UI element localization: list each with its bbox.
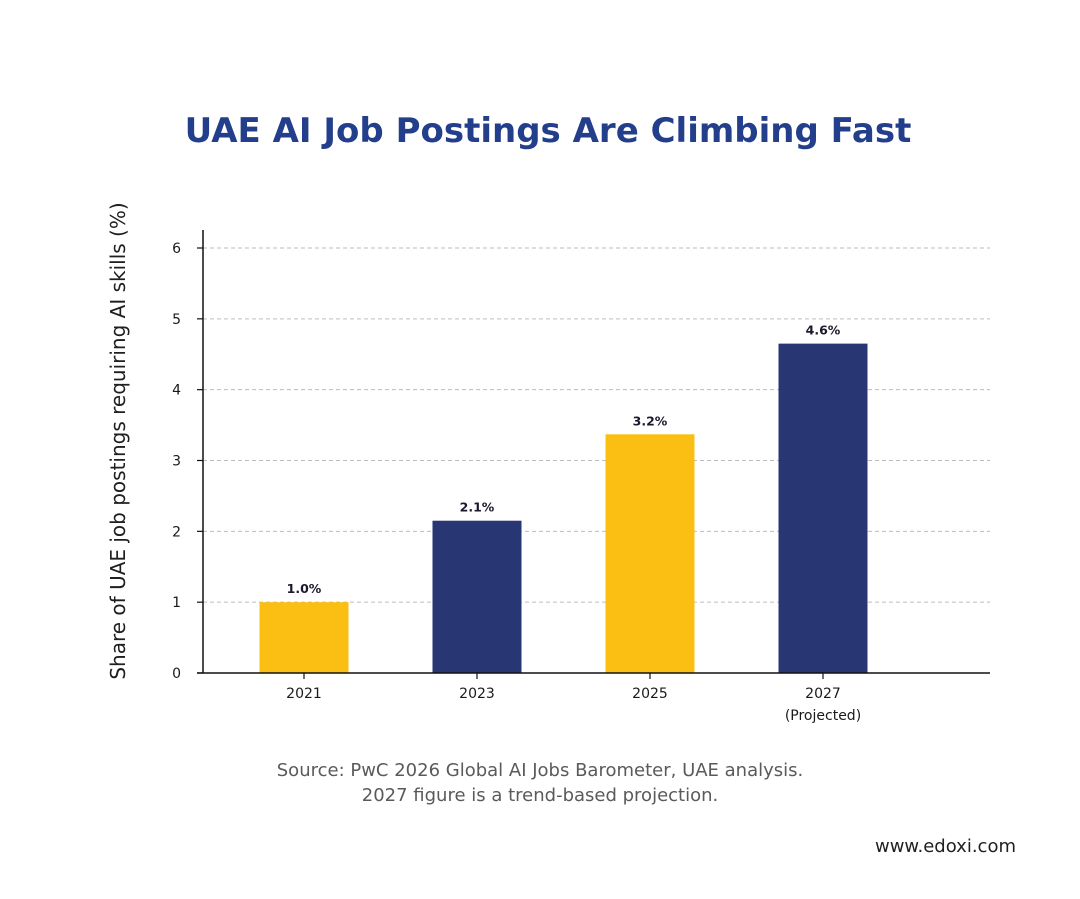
x-tick-sublabel-2027: (Projected): [785, 708, 861, 724]
y-tick-label-6: 6: [172, 241, 181, 257]
y-tick-label-2: 2: [172, 524, 181, 540]
y-tick-label-4: 4: [172, 383, 181, 399]
x-axis-ticks: 2021 2023 2025 2027 (Projected): [286, 673, 861, 724]
bar-2023: [432, 520, 522, 673]
x-tick-label-2021: 2021: [286, 686, 322, 702]
source-note-line1: Source: PwC 2026 Global AI Jobs Baromete…: [277, 760, 804, 781]
chart-title: UAE AI Job Postings Are Climbing Fast: [185, 111, 912, 151]
bar-2027: [778, 343, 868, 673]
data-label-2027: 4.6%: [806, 323, 841, 338]
y-axis-label: Share of UAE job postings requiring AI s…: [106, 202, 130, 679]
data-labels: 1.0% 2.1% 3.2% 4.6%: [287, 323, 841, 597]
x-tick-label-2027: 2027: [805, 686, 841, 702]
y-tick-label-5: 5: [172, 312, 181, 328]
gridlines: [203, 247, 990, 603]
y-axis-ticks: 0 1 2 3 4 5 6: [172, 241, 203, 682]
data-label-2021: 1.0%: [287, 581, 322, 596]
x-tick-label-2023: 2023: [459, 686, 495, 702]
website-url: www.edoxi.com: [875, 836, 1016, 857]
x-tick-label-2025: 2025: [632, 686, 668, 702]
y-tick-label-1: 1: [172, 595, 181, 611]
data-label-2023: 2.1%: [460, 500, 495, 515]
data-label-2025: 3.2%: [633, 413, 668, 428]
source-note-line2: 2027 figure is a trend-based projection.: [362, 785, 719, 806]
bar-2021: [259, 602, 349, 673]
y-tick-label-3: 3: [172, 454, 181, 470]
y-tick-label-0: 0: [172, 666, 181, 682]
bars: [259, 343, 868, 673]
bar-2025: [605, 434, 695, 673]
